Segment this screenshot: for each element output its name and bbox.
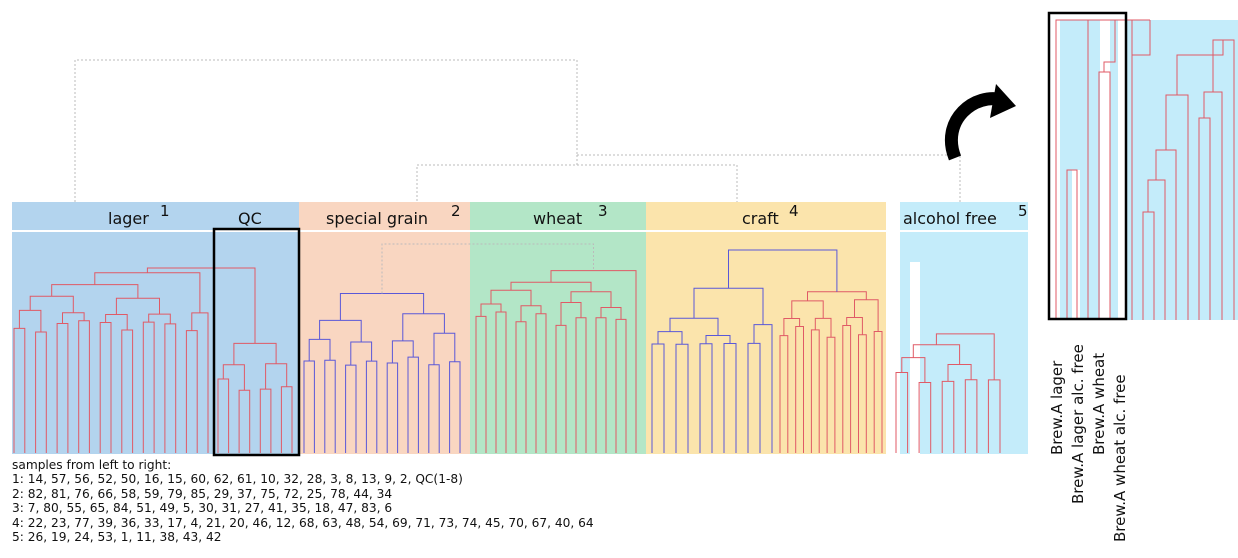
samples-legend-line-1: 1: 14, 57, 56, 52, 50, 16, 15, 60, 62, 6…	[12, 472, 463, 487]
alcohol-free-branch	[935, 333, 995, 380]
curved-arrow-icon	[944, 84, 1016, 161]
group-number-lager: 1	[160, 202, 170, 220]
zoom-branch	[1055, 19, 1150, 320]
special-grain-wheat-link	[381, 243, 594, 294]
zoom-inset-gap-2	[1100, 20, 1110, 320]
group-labels: lager 1 QC special grain 2 wheat 3 craft…	[108, 202, 1028, 228]
craft-panel	[646, 202, 886, 454]
zoom-branch	[1103, 20, 1116, 72]
zoom-label-brew-a-wheat: Brew.A wheat	[1090, 353, 1108, 455]
upper-dendrogram	[74, 59, 961, 202]
dendrogram-branches	[13, 243, 1001, 453]
samples-legend: samples from left to right: 1: 14, 57, 5…	[12, 458, 972, 544]
lager-qc-link	[146, 267, 256, 344]
qc-highlight-box	[212, 227, 301, 457]
wheat-branch	[550, 270, 637, 453]
samples-legend-line-3: 3: 7, 80, 55, 65, 84, 51, 49, 5, 30, 31,…	[12, 501, 393, 516]
craft-link	[728, 249, 838, 292]
zoom-branch	[1066, 169, 1078, 320]
zoom-label-brew-a-lager: Brew.A lager	[1048, 360, 1066, 455]
zoom-inset-gap-3	[1118, 20, 1126, 320]
group-label-alcohol-free: alcohol free	[903, 209, 997, 228]
zoom-label-brew-a-wheat-alc-free: Brew.A wheat alc. free	[1111, 374, 1129, 542]
group-label-craft: craft	[742, 209, 779, 228]
zoom-labels: Brew.A lager Brew.A lager alc. free Brew…	[1048, 344, 1129, 542]
group-label-qc: QC	[238, 209, 262, 228]
group-number-craft: 4	[789, 202, 799, 220]
samples-legend-line-2: 2: 82, 81, 76, 66, 58, 59, 79, 85, 29, 3…	[12, 486, 393, 501]
zoom-branch	[1132, 20, 1151, 56]
group-number-wheat: 3	[598, 202, 608, 220]
zoom-inset-gap-1	[1072, 170, 1080, 320]
group-number-special-grain: 2	[451, 202, 461, 220]
zoom-branch	[1176, 40, 1224, 95]
zoom-dendrogram-branches	[1055, 19, 1235, 320]
lager-panel	[12, 202, 299, 454]
zoom-label-brew-a-lager-alc-free: Brew.A lager alc. free	[1069, 344, 1087, 504]
samples-legend-line-4: 4: 22, 23, 77, 39, 36, 33, 17, 4, 21, 20…	[12, 515, 594, 530]
samples-legend-title: samples from left to right:	[12, 458, 172, 472]
group-label-lager: lager	[108, 209, 149, 228]
group-number-alcohol-free: 5	[1018, 202, 1028, 220]
alcohol-free-panel	[900, 202, 1028, 454]
samples-legend-line-5: 5: 26, 19, 24, 53, 1, 11, 38, 43, 42	[12, 530, 222, 545]
group-label-special-grain: special grain	[326, 209, 428, 228]
zoom-highlight-box	[1047, 11, 1128, 321]
zoom-inset	[1047, 11, 1238, 321]
group-label-wheat: wheat	[533, 209, 582, 228]
zoom-inset-background	[1060, 20, 1238, 320]
